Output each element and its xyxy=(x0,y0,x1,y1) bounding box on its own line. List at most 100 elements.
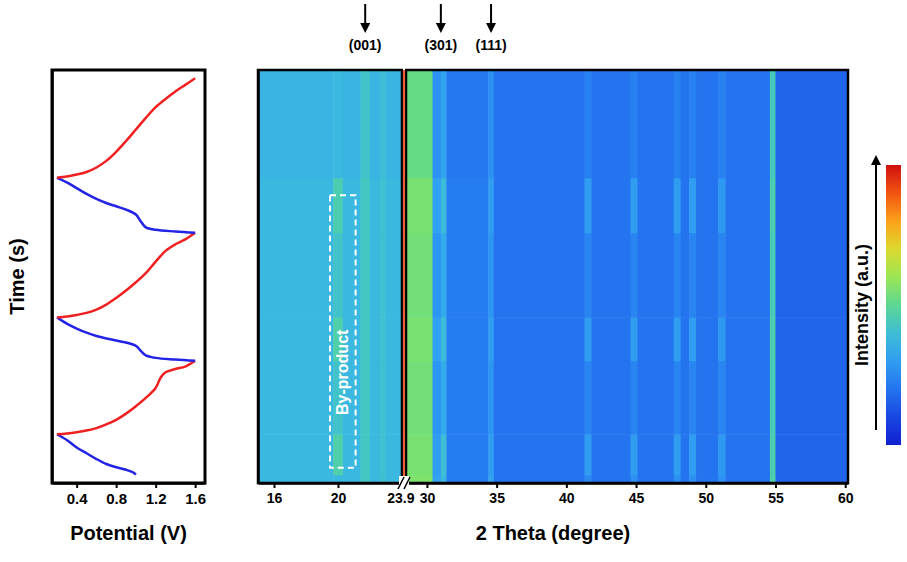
x-tick-mark xyxy=(775,483,777,488)
x-tick-label: 16 xyxy=(267,490,283,506)
heatmap-cell xyxy=(584,361,591,435)
x-tick: 50 xyxy=(698,483,714,506)
heatmap-cell xyxy=(258,233,334,318)
x-tick-label: 40 xyxy=(559,490,575,506)
heatmap-cell xyxy=(441,178,447,233)
heatmap-cell xyxy=(441,233,447,318)
heatmap-cell xyxy=(637,233,674,318)
x-tick: 60 xyxy=(838,483,854,506)
heatmap-cell xyxy=(386,70,402,178)
heatmap-cell xyxy=(494,317,585,361)
heatmap-cell xyxy=(674,361,681,435)
heatmap-cell xyxy=(432,361,441,435)
colorbar-title: Intensity (a.u.) xyxy=(852,244,872,366)
x-tick: 35 xyxy=(489,483,505,506)
heatmap-cell xyxy=(360,317,370,361)
heatmap-cell xyxy=(584,233,591,318)
heatmap-cell xyxy=(718,434,725,475)
heatmap-cell xyxy=(441,361,447,435)
x-tick: 1.2 xyxy=(146,483,167,507)
x-tick-mark xyxy=(116,483,118,488)
heatmap-cell xyxy=(370,233,380,318)
heatmap-cell xyxy=(494,70,585,178)
x-axis-title: 2 Theta (degree) xyxy=(476,522,630,544)
heatmap-cell xyxy=(718,233,725,318)
heatmap-cell xyxy=(637,70,674,178)
x-tick-label: 50 xyxy=(698,490,714,506)
charge-discharge-line xyxy=(57,434,136,474)
heatmap-cell xyxy=(432,70,441,178)
heatmap-cell xyxy=(584,434,591,475)
heatmap-cell xyxy=(370,434,380,475)
heatmap-cell xyxy=(380,317,387,361)
heatmap-cell xyxy=(380,233,387,318)
heatmap-cell xyxy=(360,434,370,475)
heatmap-cell xyxy=(432,434,441,475)
x-tick-mark xyxy=(845,483,847,488)
heatmap-cell xyxy=(674,434,681,475)
y-axis xyxy=(258,71,259,484)
x-tick-mark xyxy=(76,483,78,488)
figure: 0.40.81.21.6Potential (V)Time (s)162023.… xyxy=(0,0,907,562)
heatmap-cell xyxy=(584,70,591,178)
heatmap-cell xyxy=(591,70,631,178)
heatmap-cell xyxy=(637,178,674,233)
heatmap-cell xyxy=(591,317,631,361)
heatmap-cell xyxy=(333,70,343,178)
heatmap-cell xyxy=(360,361,370,435)
plot-frame xyxy=(52,70,205,483)
heatmap-cell xyxy=(446,317,488,361)
heatmap-cell xyxy=(681,70,690,178)
heatmap-cell xyxy=(630,361,637,435)
charge-discharge-line xyxy=(57,317,195,360)
axis-break-mark xyxy=(404,477,410,489)
y-axis-line xyxy=(51,71,54,484)
x-axis: 162023.9 xyxy=(259,483,415,506)
heatmap-cell xyxy=(725,178,770,233)
heatmap-cell xyxy=(637,434,674,475)
heatmap-cell xyxy=(725,434,770,475)
heatmap-cell xyxy=(696,178,719,233)
heatmap-cell xyxy=(696,361,719,435)
heatmap-cell xyxy=(775,233,848,318)
heatmap-cell xyxy=(406,178,433,233)
heatmap-cell xyxy=(370,70,380,178)
heatmap-cell xyxy=(770,233,776,318)
heatmap-cell xyxy=(370,361,380,435)
heatmap-cell xyxy=(488,434,494,475)
heatmap-cell xyxy=(775,434,848,475)
heatmap-cell xyxy=(775,317,848,361)
heatmap-cell xyxy=(584,317,591,361)
heatmap-cell xyxy=(725,361,770,435)
x-tick: 16 xyxy=(267,483,283,506)
x-tick-mark xyxy=(636,483,638,488)
heatmap-cell xyxy=(343,178,361,233)
peak-arrow xyxy=(490,4,492,28)
x-tick-mark xyxy=(426,483,428,488)
charge-discharge-line xyxy=(57,178,195,233)
heatmap-cell xyxy=(441,70,447,178)
heatmap-cell xyxy=(689,317,696,361)
x-axis: 0.40.81.21.6 xyxy=(53,483,207,507)
heatmap-cell xyxy=(718,361,725,435)
heatmap-cell xyxy=(770,434,776,475)
x-tick: 45 xyxy=(629,483,645,506)
x-tick: 55 xyxy=(768,483,784,506)
heatmap-cell xyxy=(258,317,334,361)
heatmap-cell xyxy=(343,70,361,178)
axis-break-line xyxy=(404,70,405,483)
x-axis: 30354045505560 xyxy=(407,483,854,506)
heatmap-cell xyxy=(775,70,848,178)
peak-label: (111) xyxy=(475,37,506,53)
heatmap-cell xyxy=(696,233,719,318)
plot-frame xyxy=(406,70,848,483)
charge-discharge-line xyxy=(57,233,195,318)
heatmap-cell xyxy=(380,178,387,233)
axis-break-mark xyxy=(398,477,404,489)
x-tick-label: 1.2 xyxy=(146,490,167,507)
heatmap-cell xyxy=(488,178,494,233)
heatmap-cell xyxy=(380,361,387,435)
heatmap-cell xyxy=(689,70,696,178)
heatmap-cell xyxy=(488,70,494,178)
x-axis-line xyxy=(53,482,206,485)
